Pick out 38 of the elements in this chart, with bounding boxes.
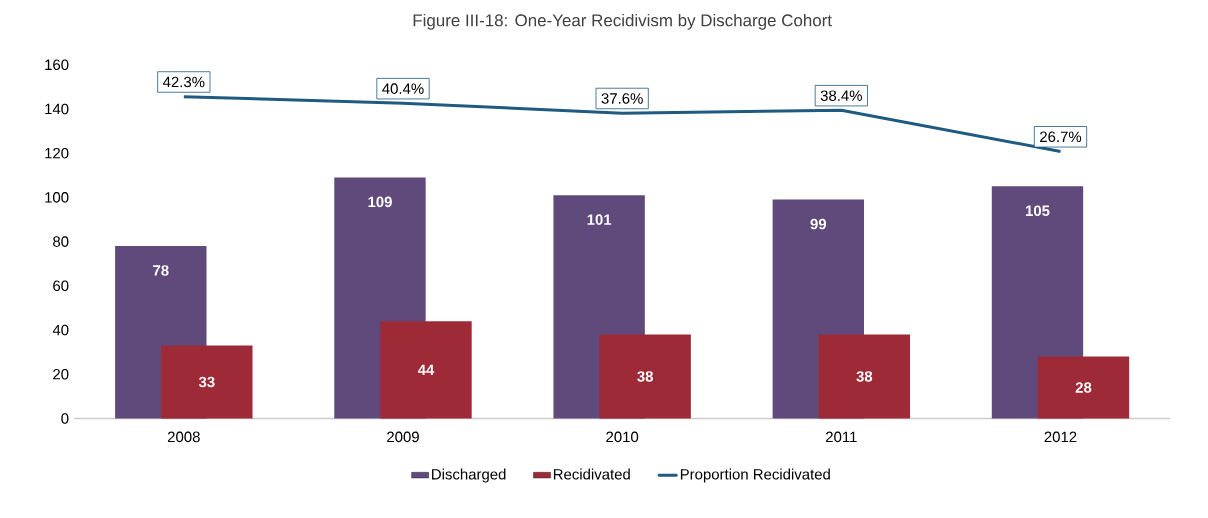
x-tick-label: 2009 (387, 431, 419, 443)
y-tick-label: 0 (61, 413, 69, 424)
legend-label: Discharged (432, 468, 506, 483)
data-label: 38.4% (820, 90, 862, 101)
data-label: 44 (417, 364, 435, 375)
y-tick-label: 80 (53, 236, 69, 247)
data-label: 38 (637, 371, 654, 382)
bar (1037, 356, 1130, 419)
legend-label: Proportion Recidivated (680, 468, 830, 483)
data-label: 109 (368, 196, 392, 208)
y-tick-label: 120 (45, 147, 69, 159)
x-tick-label: 2011 (826, 431, 857, 443)
y-tick-label: 160 (45, 59, 69, 71)
data-label: 28 (1075, 382, 1092, 393)
data-label: 105 (1025, 205, 1050, 217)
bar (599, 334, 691, 419)
data-label: 101 (587, 214, 612, 225)
data-label: 42.3% (162, 76, 205, 88)
y-tick-label: 140 (45, 103, 69, 115)
bar (161, 345, 253, 419)
data-label: 99 (810, 218, 827, 230)
bar (380, 321, 472, 419)
legend-label: Recidivated (553, 468, 630, 480)
x-tick-label: 2008 (167, 431, 200, 443)
x-tick-label: 2012 (1044, 431, 1077, 443)
y-tick-label: 20 (53, 368, 69, 380)
data-label: 40.4% (382, 83, 424, 94)
chart-title: Figure III-18: One-Year Recidivism by Discharge Cohort (413, 13, 832, 30)
y-tick-label: 100 (45, 192, 69, 203)
data-label: 37.6% (601, 93, 643, 104)
bar (818, 334, 911, 419)
y-tick-label: 60 (53, 280, 69, 292)
y-tick-label: 40 (52, 324, 69, 336)
data-label: 78 (153, 265, 169, 276)
data-label: 33 (198, 376, 215, 388)
data-label: 38 (856, 371, 873, 382)
x-tick-label: 2010 (606, 431, 639, 443)
data-label: 26.7% (1040, 131, 1082, 143)
